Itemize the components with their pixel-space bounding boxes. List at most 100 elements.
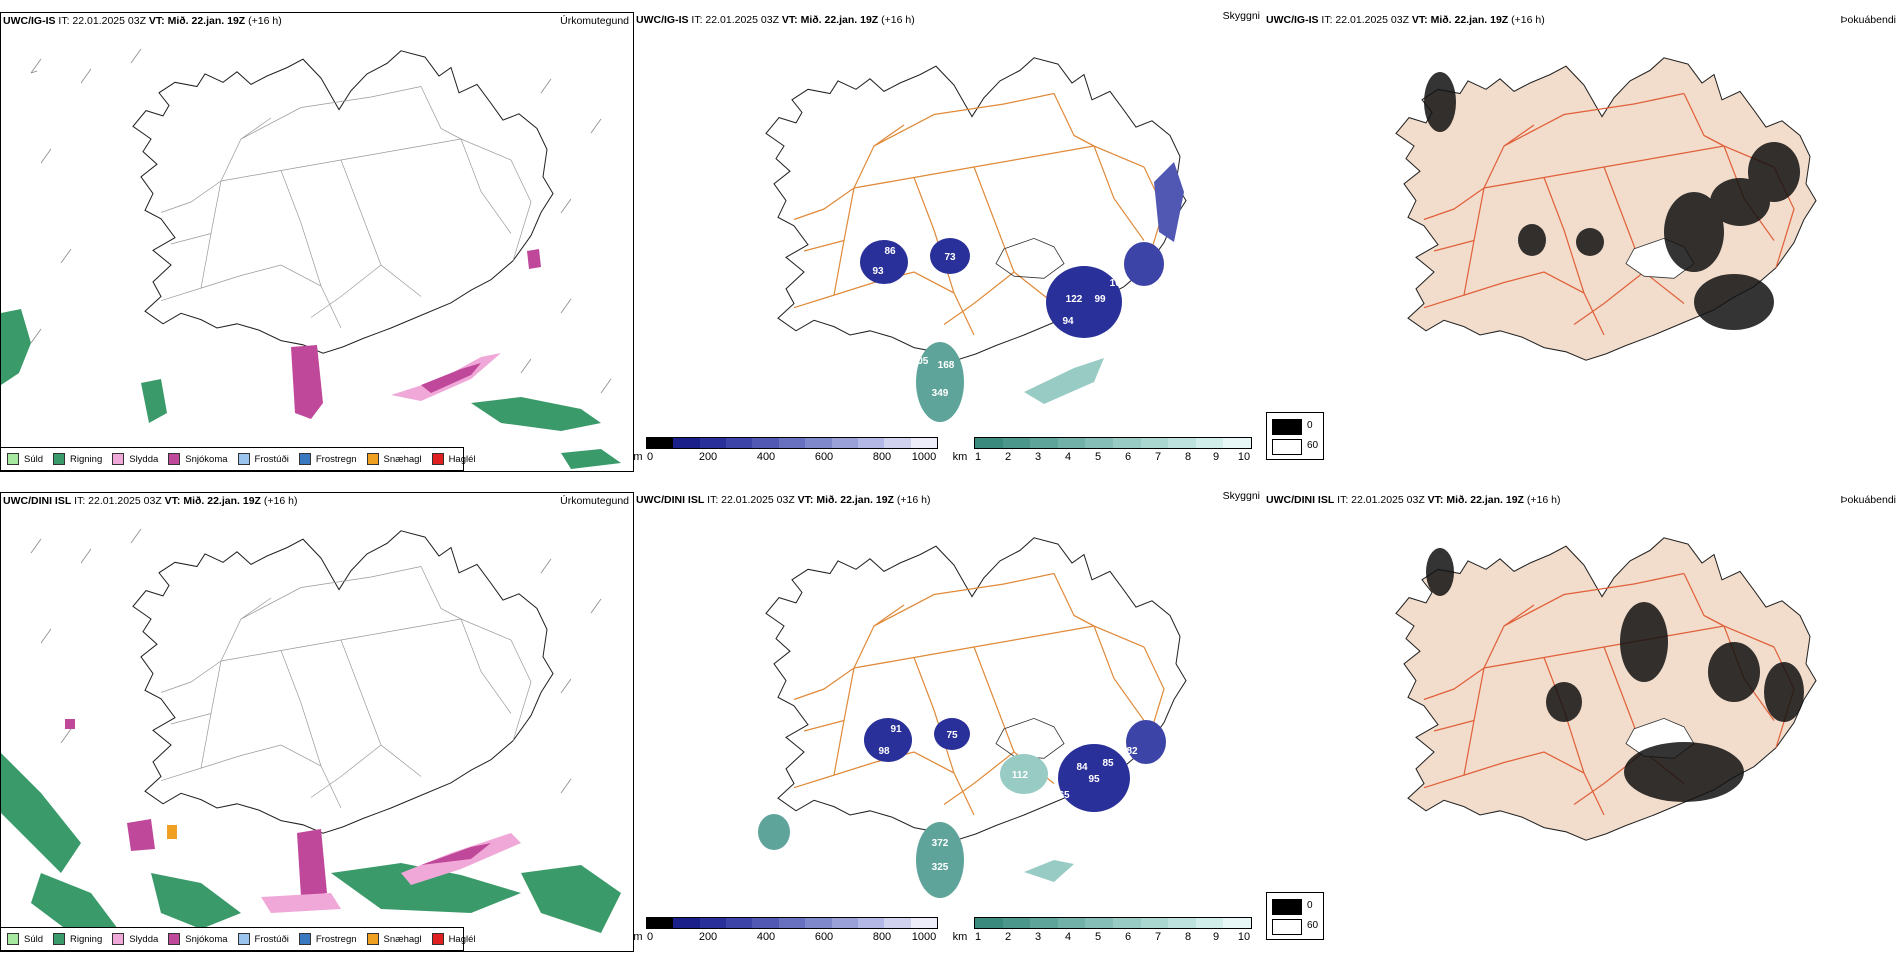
legend-item-haglel: Haglél	[431, 933, 476, 945]
visibility-tick: 9	[1212, 931, 1220, 943]
ceiling-unit: m	[633, 931, 643, 943]
precip-areas	[1, 249, 621, 469]
legend-swatch	[366, 453, 379, 465]
row-dini: UWC/DINI ISL IT: 22.01.2025 03Z VT: Mið.…	[0, 490, 1900, 962]
legend-label: Snæhagl	[383, 453, 422, 465]
legend-label: Súld	[24, 933, 44, 945]
visibility-tick: 10	[1237, 451, 1251, 463]
panel-title: Skyggni	[1222, 490, 1260, 502]
ceiling-label: 168	[938, 360, 955, 371]
legend-item-sudl: Súld	[7, 453, 43, 465]
fog-areas	[1426, 548, 1804, 802]
panel-title: Úrkomutegund	[560, 15, 629, 27]
fog-panel: UWC/IG-IS IT: 22.01.2025 03Z VT: Mið. 22…	[1264, 12, 1900, 472]
ceiling-labels: 91 98 75 112 84 85 82 95 65 372 325	[878, 724, 1138, 873]
init-time: IT: 22.01.2025 03Z	[1321, 14, 1409, 26]
lead-time: (+16 h)	[881, 14, 915, 26]
ceiling-label: 73	[944, 252, 956, 263]
legend-swatch	[298, 453, 311, 465]
ceiling-tick: 1000	[911, 451, 937, 463]
legend-item-slydda: Slydda	[112, 453, 158, 465]
fog-map	[1395, 57, 1817, 361]
visibility-panel: 86 93 73 122 99 107 94 105 168 349 UWC/I…	[633, 10, 1264, 472]
panel-header: UWC/IG-IS IT: 22.01.2025 03Z VT: Mið. 22…	[1266, 14, 1545, 26]
ceiling-tick: 400	[756, 451, 776, 463]
ceiling-tick: 400	[756, 931, 776, 943]
valid-time: VT: Mið. 22.jan. 19Z	[1411, 14, 1509, 26]
legend-item-slydda: Slydda	[112, 933, 158, 945]
legend-swatch	[112, 933, 125, 945]
fog-areas	[1424, 72, 1800, 330]
fog-legend-swatch	[1272, 919, 1302, 935]
model-name: UWC/IG-IS	[636, 14, 689, 26]
visibility-tick: 1	[974, 931, 982, 943]
visibility-colorbar-strip	[974, 917, 1252, 929]
legend-swatch	[53, 933, 66, 945]
legend-item-rigning: Rigning	[53, 453, 102, 465]
fog-legend-swatch	[1272, 899, 1302, 915]
wind-barbs	[30, 528, 602, 794]
visibility-unit: km	[952, 931, 968, 943]
legend-label: Snjókoma	[185, 453, 228, 465]
legend-item-snjokoma: Snjókoma	[168, 453, 228, 465]
fog-panel: UWC/DINI ISL IT: 22.01.2025 03Z VT: Mið.…	[1264, 492, 1900, 952]
low-ceiling-areas	[758, 718, 1166, 898]
wind-barbs	[30, 48, 612, 394]
ceiling-colorbar: m 0 200 400 600 800 1000	[633, 437, 944, 467]
legend-label: Frostúði	[254, 453, 289, 465]
visibility-tick: 6	[1124, 451, 1132, 463]
legend-item-snaehagl: Snæhagl	[366, 933, 422, 945]
valid-time: VT: Mið. 22.jan. 19Z	[1427, 494, 1524, 506]
visibility-tick: 3	[1034, 931, 1042, 943]
init-time: IT: 22.01.2025 03Z	[1337, 494, 1425, 506]
legend-swatch	[7, 453, 19, 465]
visibility-tick: 3	[1034, 451, 1042, 463]
legend-item-frostregn: Frostregn	[298, 933, 357, 945]
ceiling-label: 93	[872, 266, 884, 277]
lead-time: (+16 h)	[1511, 14, 1545, 26]
visibility-tick: 4	[1064, 931, 1072, 943]
legend-label: Slydda	[129, 933, 159, 945]
legend-label: Frostregn	[315, 453, 357, 465]
low-ceiling-areas	[860, 162, 1184, 422]
fog-legend-label: 0	[1307, 900, 1313, 911]
legend-item-snjokoma: Snjókoma	[168, 933, 228, 945]
visibility-panel: 91 98 75 112 84 85 82 95 65 372 325 UWC/…	[633, 490, 1264, 952]
visibility-tick: 6	[1124, 931, 1132, 943]
init-time: IT: 22.01.2025 03Z	[74, 495, 162, 507]
fog-map	[1395, 537, 1817, 841]
legend-label: Rigning	[70, 453, 103, 465]
legend-label: Frostregn	[315, 933, 357, 945]
model-name: UWC/IG-IS	[1266, 14, 1319, 26]
ceiling-label: 325	[932, 862, 949, 873]
ceiling-tick: 200	[698, 451, 718, 463]
legend-swatch	[431, 933, 444, 945]
visibility-tick: 5	[1094, 931, 1102, 943]
visibility-colorbar-strip	[974, 437, 1252, 449]
init-time: IT: 22.01.2025 03Z	[58, 15, 146, 27]
precip-areas	[1, 719, 621, 933]
model-name: UWC/IG-IS	[3, 15, 56, 27]
precip-type-map	[1, 528, 621, 933]
panel-header: UWC/DINI ISL IT: 22.01.2025 03Z VT: Mið.…	[3, 495, 297, 507]
visibility-colorbar: km 1 2 3 4 5 6 7 8 9 10	[952, 917, 1252, 947]
ceiling-colorbar-strip	[646, 437, 938, 449]
legend-label: Súld	[24, 453, 44, 465]
ceiling-label: 75	[946, 730, 958, 741]
visibility-tick: 7	[1154, 931, 1162, 943]
ceiling-label: 105	[912, 356, 929, 367]
legend-swatch	[112, 453, 125, 465]
ceiling-unit: m	[633, 451, 643, 463]
init-time: IT: 22.01.2025 03Z	[691, 14, 779, 26]
legend-label: Snæhagl	[383, 933, 422, 945]
lead-time: (+16 h)	[896, 494, 931, 506]
precip-type-panel: UWC/IG-IS IT: 22.01.2025 03Z VT: Mið. 22…	[0, 12, 634, 472]
ceiling-label: 122	[1066, 294, 1083, 305]
init-time: IT: 22.01.2025 03Z	[707, 494, 795, 506]
fog-legend-label: 0	[1307, 420, 1313, 431]
ceiling-label: 107	[1110, 278, 1127, 289]
legend-label: Snjókoma	[185, 933, 228, 945]
visibility-tick: 5	[1094, 451, 1102, 463]
ceiling-tick: 1000	[911, 931, 937, 943]
ceiling-label: 86	[884, 246, 896, 257]
